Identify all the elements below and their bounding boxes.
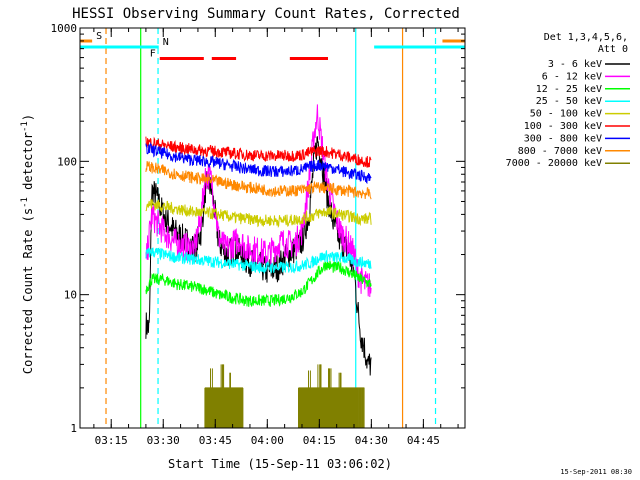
x-tick-label: 03:15 (95, 434, 128, 447)
legend-entry-label: 3 - 6 keV (548, 59, 602, 70)
series-line (145, 199, 372, 229)
y-tick-label: 1 (70, 422, 77, 435)
series-line (145, 247, 372, 274)
y-tick-label: 10 (64, 289, 77, 302)
legend-entry-label: 6 - 12 keV (542, 71, 602, 82)
series-line (145, 141, 372, 185)
legend-entry-label: 50 - 100 keV (530, 109, 602, 120)
plot-frame (79, 27, 466, 429)
y-axis-label: Corrected Count Rate (s-1 detector-1) (20, 114, 35, 374)
axes (79, 27, 466, 429)
legend-entry-label: 800 - 7000 keV (518, 146, 602, 157)
x-tick-label: 04:30 (355, 434, 388, 447)
chart-title: HESSI Observing Summary Count Rates, Cor… (72, 6, 460, 22)
series-layer (145, 104, 372, 428)
y-tick-label: 1000 (51, 22, 78, 35)
tick-labels: 1 10 100 1000 03:15 03:30 03:45 04:00 04:15 04:30… (51, 22, 440, 447)
flag-label-s: S (96, 31, 102, 42)
legend-entry-label: 12 - 25 keV (536, 84, 602, 95)
x-tick-label: 04:00 (251, 434, 284, 447)
x-tick-label: 03:30 (147, 434, 180, 447)
series-line (145, 160, 372, 200)
x-tick-label: 04:45 (407, 434, 440, 447)
legend-entry-label: 100 - 300 keV (524, 121, 602, 132)
legend-entry-label: 7000 - 20000 keV (506, 158, 602, 169)
x-tick-label: 04:15 (303, 434, 336, 447)
legend-entry-label: 300 - 800 keV (524, 133, 602, 144)
legend-entry-label: 25 - 50 keV (536, 96, 602, 107)
legend-header-2: Att 0 (598, 44, 628, 55)
series-line (145, 260, 372, 307)
x-axis-label: Start Time (15-Sep-11 03:06:02) (168, 457, 392, 471)
y-tick-label: 100 (57, 155, 77, 168)
x-tick-label: 03:45 (199, 434, 232, 447)
legend-header-1: Det 1,3,4,5,6, (544, 32, 628, 43)
series-line (145, 136, 372, 168)
flag-label-n: N (163, 37, 169, 48)
flag-bars: S NF (80, 28, 465, 428)
flag-label-f: F (150, 49, 156, 60)
footer-timestamp: 15-Sep-2011 08:30 (560, 468, 632, 476)
